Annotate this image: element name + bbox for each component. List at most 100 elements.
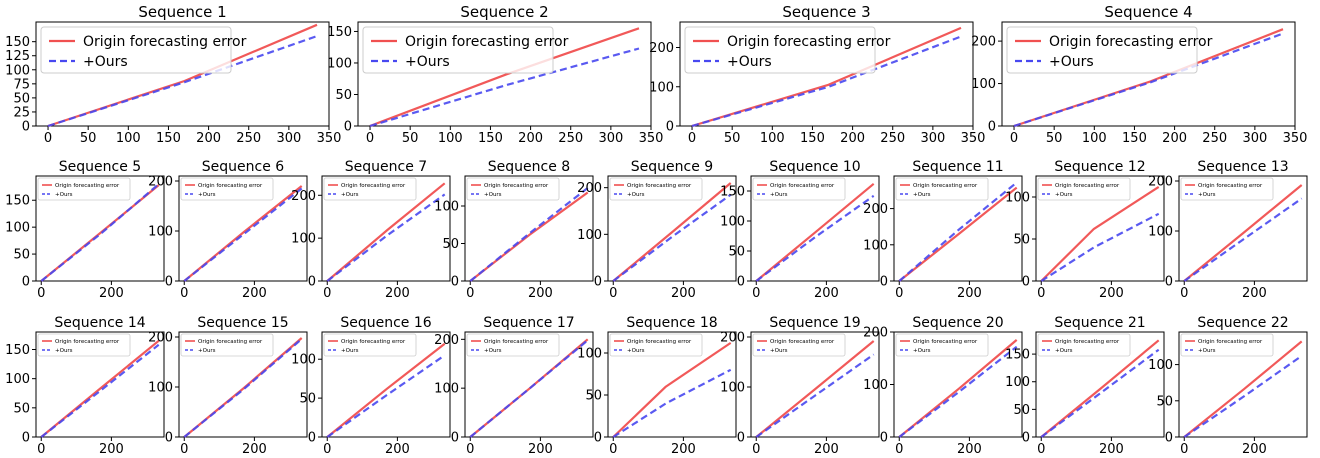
x-tick-label: 300 [1242,131,1267,146]
axes-frame [679,21,974,127]
legend-box [1180,333,1274,357]
chart-title: Sequence 10 [769,159,860,175]
series-ours-line [1040,348,1160,438]
y-tick-label: 0 [22,120,30,135]
y-tick-label: 100 [5,372,30,387]
chart-panel: Sequence 5 0 200 0 50 100 150 Origin forecastin… [5,159,165,301]
axes-frame [321,175,451,282]
legend-ours-label: +Ours [913,348,931,354]
chart-title: Sequence 7 [345,159,427,175]
chart-title: Sequence 12 [1054,159,1145,175]
x-tick-label: 200 [1242,286,1267,301]
series-ours-line [755,194,875,282]
axes-frame [357,21,652,127]
series-ours-line [1013,32,1284,128]
series-origin-line [612,182,732,282]
chart-title: Sequence 4 [1104,3,1192,21]
legend: Origin forecasting error +Ours [37,177,131,201]
y-tick-label: 150 [327,25,352,40]
x-tick-label: 200 [1099,286,1124,301]
x-tick-label: 150 [800,131,825,146]
x-tick-label: 200 [99,442,124,457]
chart-panel: Sequence 10 50 100 150 200 250 300 350025507510… [5,3,341,146]
series-origin-line [755,182,875,282]
chart-title: Sequence 5 [59,159,141,175]
x-tick-label: 50 [402,131,419,146]
y-tick-label: 100 [1005,375,1030,390]
x-tick-label: 150 [1122,131,1147,146]
legend-origin-label: Origin forecasting error [405,34,569,50]
series-ours-line [183,187,303,282]
x-tick-label: 200 [814,286,839,301]
legend: Origin forecasting error +Ours [609,177,703,201]
x-tick-label: 200 [814,442,839,457]
legend-ours-label: +Ours [627,348,645,354]
legend: Origin forecasting error +Ours [180,333,274,357]
x-tick-label: 0 [366,131,374,146]
series-origin-line [755,340,875,438]
x-tick-label: 0 [37,286,45,301]
legend-ours-label: +Ours [727,54,772,70]
x-tick-label: 0 [1180,286,1188,301]
legend-ours-label: +Ours [484,348,502,354]
x-tick-label: 200 [196,131,221,146]
chart-title: Sequence 18 [626,315,717,331]
legend-ours-label: +Ours [405,54,450,70]
x-tick-label: 0 [466,286,474,301]
y-tick-label: 50 [299,392,316,407]
x-tick-label: 200 [385,286,410,301]
legend-origin-label: Origin forecasting error [770,183,835,189]
y-tick-label: 200 [720,331,745,346]
series-ours-line [898,345,1018,438]
legend: Origin forecasting error +Ours [609,333,703,357]
series-ours-line [40,183,160,282]
legend: Origin forecasting error +Ours [180,177,274,201]
legend-ours-label: +Ours [1055,192,1073,198]
legend-box [37,177,131,201]
legend-box [1037,333,1131,357]
y-tick-label: 150 [5,194,30,209]
y-tick-label: 50 [13,91,30,106]
axes-frame [1001,21,1296,127]
chart-panel: Sequence 16 0 200 0 50 100 Origin forecasting … [291,315,451,457]
axes-frame [1035,331,1165,438]
legend-origin-label: Origin forecasting error [1055,183,1120,189]
y-tick-label: 0 [308,275,316,290]
legend-ours-label: +Ours [627,192,645,198]
y-tick-label: 50 [1013,403,1030,418]
x-tick-label: 200 [1162,131,1187,146]
y-tick-label: 0 [1022,431,1030,446]
x-tick-label: 200 [840,131,865,146]
series-origin-line [1183,340,1303,438]
series-origin-line [1040,185,1160,282]
chart-panel: Sequence 9 0 200 0 100 200 Origin forecasting … [577,159,737,301]
legend: Origin forecasting error +Ours [1037,177,1131,201]
y-tick-label: 150 [5,35,30,50]
y-tick-label: 100 [434,200,459,215]
legend-origin-label: Origin forecasting error [627,339,692,345]
x-tick-label: 200 [671,286,696,301]
series-ours-line [326,193,446,282]
legend-origin-label: Origin forecasting error [627,183,692,189]
x-tick-label: 100 [116,131,141,146]
x-tick-label: 200 [242,442,267,457]
x-tick-label: 150 [156,131,181,146]
y-tick-label: 100 [720,381,745,396]
x-tick-label: 300 [920,131,945,146]
x-tick-label: 0 [688,131,696,146]
chart-panel: Sequence 13 0 200 0 100 200 Origin forecasting… [1148,159,1308,301]
y-tick-label: 0 [880,275,888,290]
legend-box [323,333,417,357]
y-tick-label: 0 [451,431,459,446]
series-ours-line [612,368,732,438]
legend-box [684,26,876,74]
y-tick-label: 200 [863,202,888,217]
y-tick-label: 0 [1165,275,1173,290]
legend: Origin forecasting error +Ours [37,333,131,357]
x-tick-label: 50 [724,131,741,146]
legend: Origin forecasting error +Ours [466,333,560,357]
chart-panel: Sequence 17 0 200 0 100 200 Origin forecasting… [434,315,594,457]
chart-title: Sequence 13 [1197,159,1288,175]
x-tick-label: 300 [276,131,301,146]
y-tick-label: 0 [344,120,352,135]
